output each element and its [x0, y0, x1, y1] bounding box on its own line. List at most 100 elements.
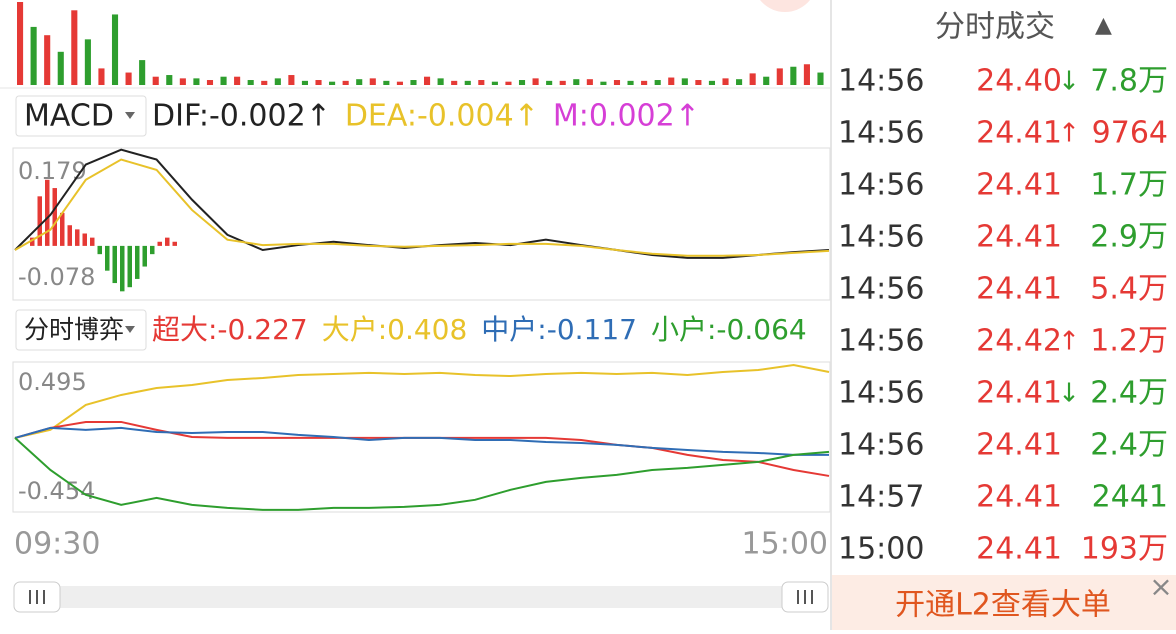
volume-bar	[139, 60, 146, 85]
histogram-bar	[45, 179, 50, 246]
trade-flag: ↓	[1058, 67, 1080, 97]
volume-bar	[111, 14, 119, 86]
y-tick-label: 0.495	[18, 368, 87, 396]
trade-flag: ↑	[1058, 327, 1080, 357]
close-button[interactable]: ×	[1149, 570, 1172, 603]
trade-volume: 2441	[1092, 480, 1168, 515]
histogram-bar	[150, 245, 155, 255]
volume-bar	[424, 76, 431, 85]
time-label: 09:30	[14, 527, 100, 562]
volume-bar	[206, 80, 214, 85]
volume-bar	[451, 80, 458, 85]
volume-bar	[356, 79, 363, 85]
grip	[29, 590, 45, 604]
volume-bar	[478, 80, 485, 85]
trade-volume: 1.7万	[1090, 168, 1168, 203]
trade-price: 24.41	[976, 376, 1062, 411]
promo-text[interactable]: 开通L2查看大单	[895, 588, 1111, 623]
trades-title: 分时成交	[935, 10, 1055, 45]
legend-value: DIF:-0.002↑	[152, 99, 331, 134]
line	[14, 426, 829, 456]
histogram-bar	[60, 212, 65, 246]
volume-bar	[803, 64, 810, 85]
volume-bar	[301, 80, 309, 85]
trade-volume: 2.9万	[1090, 220, 1168, 255]
dropdown-icon	[125, 326, 135, 333]
histogram-bar	[165, 237, 170, 246]
volume-bar	[17, 2, 24, 85]
volume-bar	[261, 80, 268, 85]
selector-label: MACD	[24, 99, 114, 134]
legend-value: DEA:-0.004↑	[345, 99, 539, 134]
volume-bar	[193, 78, 200, 85]
selector-label: 分时博弈	[24, 315, 124, 344]
trade-flag: ↓	[1058, 379, 1080, 409]
histogram-bar	[82, 233, 87, 246]
volume-bar	[274, 78, 281, 85]
volume-bar	[152, 76, 159, 85]
volume-bar	[369, 78, 376, 85]
volume-bar	[234, 76, 241, 85]
trade-time: 14:57	[838, 480, 924, 515]
volume-bar	[627, 80, 634, 85]
trade-volume: 2.4万	[1090, 428, 1168, 463]
histogram-bar	[37, 196, 42, 246]
volume-bar	[708, 80, 716, 85]
histogram-bar	[30, 237, 35, 246]
volume-bar	[491, 81, 498, 85]
histogram-bar	[112, 245, 117, 284]
trade-volume: 193万	[1081, 532, 1168, 567]
volume-bar	[57, 51, 64, 85]
line	[14, 158, 830, 257]
volume-bar	[98, 68, 105, 85]
histogram-bar	[135, 245, 140, 279]
trade-volume: 9764	[1092, 116, 1168, 151]
time-label: 15:00	[742, 527, 828, 562]
indicator-selector[interactable]	[15, 309, 147, 351]
volume-bar	[247, 80, 254, 85]
line	[14, 437, 830, 511]
volume-bar	[505, 81, 512, 85]
trade-time: 14:56	[838, 64, 924, 99]
histogram-bar	[157, 241, 162, 246]
legend-value: M:0.002↑	[553, 99, 700, 134]
scrollbar-track[interactable]	[14, 586, 828, 608]
trade-price: 24.41	[976, 532, 1062, 567]
volume-bar	[776, 68, 783, 85]
trade-time: 14:56	[838, 272, 924, 307]
trade-time: 15:00	[838, 532, 924, 567]
volume-bar	[125, 72, 132, 85]
trade-flag: ↑	[1058, 119, 1080, 149]
volume-bar	[763, 76, 770, 85]
volume-bar	[315, 80, 322, 85]
grip	[797, 590, 813, 604]
volume-bar	[654, 80, 661, 85]
volume-bar	[749, 73, 756, 85]
histogram-bar	[105, 245, 110, 271]
legend-value: 中户:-0.117	[481, 313, 637, 346]
corner-badge	[760, 0, 810, 12]
volume-bar	[546, 80, 553, 85]
volume-bar	[736, 79, 743, 85]
volume-bar	[342, 80, 349, 85]
histogram-bar	[52, 188, 57, 246]
legend-value: 超大:-0.227	[152, 313, 308, 346]
histogram-bar	[172, 241, 177, 246]
trade-price: 24.41	[976, 116, 1062, 151]
histogram-bar	[67, 225, 72, 246]
volume-bar	[30, 26, 37, 85]
sort-icon[interactable]: ▲	[1095, 13, 1112, 38]
trade-volume: 5.4万	[1090, 272, 1168, 307]
legend-value: 小户:-0.064	[651, 313, 807, 346]
volume-bar	[573, 79, 580, 85]
volume-bar	[464, 80, 471, 85]
promo-bar[interactable]	[832, 575, 1176, 630]
trade-price: 24.41	[976, 428, 1062, 463]
trade-time: 14:56	[838, 116, 924, 151]
indicator-selector[interactable]	[15, 95, 147, 137]
histogram-bar	[75, 229, 80, 246]
volume-bar	[288, 75, 295, 85]
trade-time: 14:56	[838, 220, 924, 255]
histogram-bar	[142, 245, 147, 267]
